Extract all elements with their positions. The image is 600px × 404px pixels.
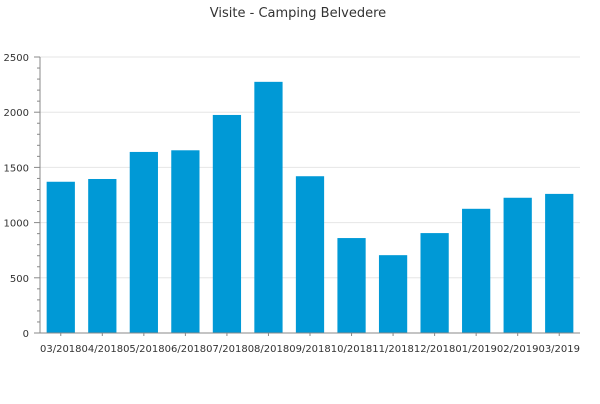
x-tick-label: 11/2018 <box>372 344 414 355</box>
bar[interactable] <box>545 193 574 333</box>
x-tick-label: 06/2018 <box>165 344 207 355</box>
bar[interactable] <box>129 151 158 333</box>
bar[interactable] <box>88 178 117 333</box>
x-tick-label: 09/2018 <box>289 344 331 355</box>
bar[interactable] <box>254 81 283 333</box>
bar[interactable] <box>295 176 325 333</box>
chart-title: Visite - Camping Belvedere <box>210 6 386 21</box>
x-tick-label: 10/2018 <box>331 344 373 355</box>
x-tick-label: 03/2018 <box>40 344 82 355</box>
bar[interactable] <box>462 208 491 333</box>
bar[interactable] <box>337 238 366 333</box>
x-tick-label: 07/2018 <box>206 344 248 355</box>
y-tick-label: 1500 <box>4 163 29 174</box>
x-tick-label: 12/2018 <box>414 344 456 355</box>
bar[interactable] <box>46 181 75 333</box>
x-tick-label: 05/2018 <box>123 344 165 355</box>
x-tick-label: 04/2018 <box>82 344 124 355</box>
x-tick-label: 02/2019 <box>497 344 539 355</box>
bar[interactable] <box>503 197 532 333</box>
y-tick-label: 2500 <box>4 53 29 64</box>
x-tick-label: 01/2019 <box>455 344 497 355</box>
x-axis: 03/2018 04/2018 05/2018 06/2018 07/2018 08/20… <box>40 332 580 355</box>
bar[interactable] <box>378 255 408 333</box>
y-tick-label: 2000 <box>4 108 29 119</box>
x-tick-label: 03/2019 <box>538 344 580 355</box>
y-tick-label: 500 <box>10 274 29 285</box>
bar-series <box>46 81 574 334</box>
y-tick-label: 0 <box>23 329 29 340</box>
bar[interactable] <box>212 114 242 334</box>
y-axis: 0 500 1000 1500 2000 2500 <box>4 53 41 340</box>
y-tick-label: 1000 <box>4 219 29 230</box>
bar[interactable] <box>171 150 200 333</box>
x-tick-label: 08/2018 <box>248 344 290 355</box>
bar[interactable] <box>420 233 449 333</box>
